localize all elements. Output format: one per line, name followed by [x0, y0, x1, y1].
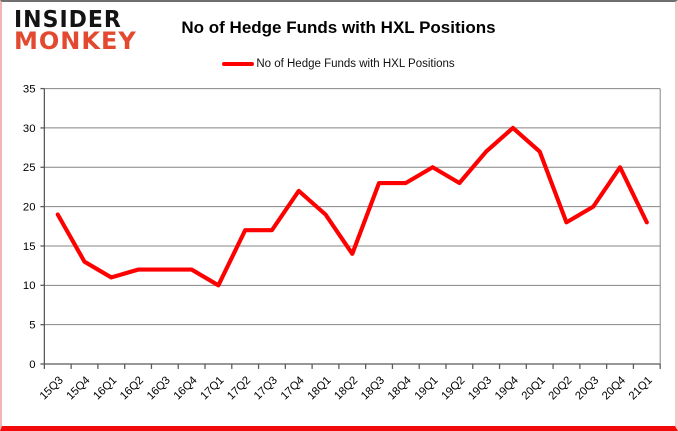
svg-text:17Q4: 17Q4	[279, 374, 307, 402]
svg-text:20: 20	[23, 202, 36, 214]
chart-legend: No of Hedge Funds with HXL Positions	[2, 58, 675, 70]
y-tick-labels: 0 5 10 15 20 25 30 35	[23, 84, 36, 371]
logo-text-monkey: MONKEY	[14, 27, 137, 56]
logo-text-insider: INSIDER	[14, 6, 122, 34]
svg-text:17Q3: 17Q3	[252, 374, 280, 402]
svg-text:5: 5	[29, 320, 35, 332]
svg-text:15: 15	[23, 241, 36, 253]
y-gridlines	[44, 88, 661, 326]
svg-text:19Q2: 19Q2	[439, 374, 467, 402]
axes	[43, 88, 661, 365]
axis-ticks	[40, 87, 661, 369]
svg-text:17Q1: 17Q1	[198, 374, 226, 402]
svg-text:15Q4: 15Q4	[65, 374, 93, 402]
svg-text:17Q2: 17Q2	[225, 374, 253, 402]
svg-text:19Q1: 19Q1	[413, 374, 441, 402]
insider-monkey-logo: INSIDER MONKEY	[14, 6, 137, 56]
series-polyline	[55, 125, 649, 288]
svg-text:15Q3: 15Q3	[38, 374, 66, 402]
svg-text:18Q1: 18Q1	[305, 374, 333, 402]
svg-text:18Q2: 18Q2	[332, 374, 360, 402]
svg-text:21Q1: 21Q1	[627, 374, 655, 402]
svg-text:19Q3: 19Q3	[466, 374, 494, 402]
svg-text:16Q2: 16Q2	[118, 374, 146, 402]
svg-text:18Q3: 18Q3	[359, 374, 387, 402]
chart-title: No of Hedge Funds with HXL Positions	[181, 18, 496, 37]
x-tick-labels: 15Q315Q416Q116Q216Q316Q417Q117Q217Q317Q4…	[38, 374, 655, 402]
svg-text:0: 0	[29, 359, 35, 371]
svg-text:20Q1: 20Q1	[520, 374, 548, 402]
svg-text:16Q4: 16Q4	[172, 374, 200, 402]
svg-text:25: 25	[23, 162, 36, 174]
svg-text:20Q4: 20Q4	[600, 374, 628, 402]
svg-text:10: 10	[23, 280, 36, 292]
svg-text:16Q1: 16Q1	[91, 374, 119, 402]
svg-text:20Q2: 20Q2	[546, 374, 574, 402]
svg-text:30: 30	[23, 123, 36, 135]
svg-text:19Q4: 19Q4	[493, 374, 521, 402]
series-line	[55, 125, 649, 288]
legend-label: No of Hedge Funds with HXL Positions	[256, 58, 455, 70]
legend-line-swatch	[222, 62, 255, 66]
svg-text:18Q4: 18Q4	[386, 374, 414, 402]
line-chart-canvas: 0510152025303515Q315Q416Q116Q216Q316Q417…	[23, 84, 661, 402]
svg-text:20Q3: 20Q3	[573, 374, 601, 402]
svg-text:16Q3: 16Q3	[145, 374, 173, 402]
svg-text:35: 35	[23, 84, 36, 96]
